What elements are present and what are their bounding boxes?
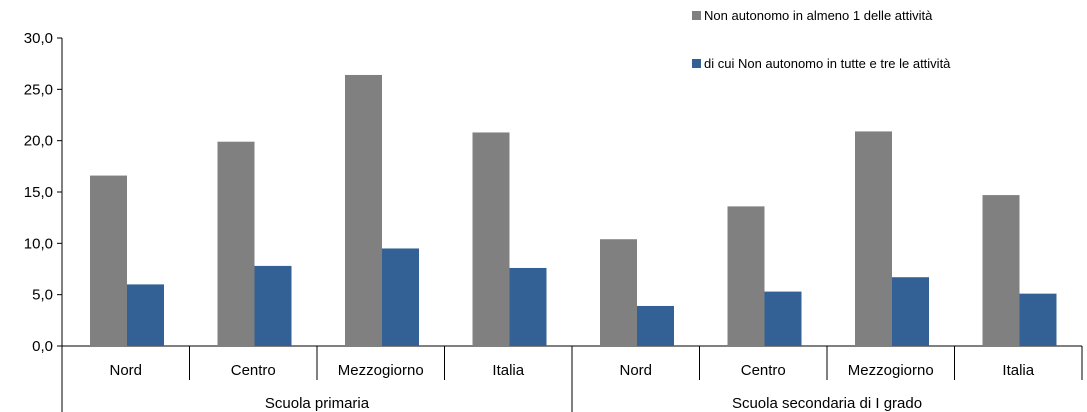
labels-layer: 0,0 5,0 10,0 15,0 20,0 25,0 30,0 Nord Centro Mezz… — [24, 30, 1035, 412]
bar-tutte-tre — [382, 248, 419, 346]
y-tick-label: 10,0 — [24, 235, 53, 252]
category-label: Italia — [492, 362, 524, 379]
bar-almeno-1 — [345, 74, 382, 347]
category-label: Nord — [619, 362, 652, 379]
legend-swatch — [692, 11, 701, 20]
bar-tutte-tre — [764, 291, 802, 346]
bar-almeno-1 — [600, 239, 637, 346]
category-label: Mezzogiorno — [848, 362, 934, 379]
bar-tutte-tre — [1019, 293, 1057, 346]
legend-label: di cui Non autonomo in tutte e tre le at… — [704, 56, 951, 71]
y-tick-label: 25,0 — [24, 81, 53, 98]
legend-swatch — [692, 59, 701, 68]
bar-tutte-tre — [254, 265, 292, 346]
bar-tutte-tre — [637, 305, 674, 346]
legend: Non autonomo in almeno 1 delle attività d… — [692, 8, 951, 71]
bar-almeno-1 — [855, 131, 892, 346]
category-label: Centro — [741, 362, 786, 379]
bar-almeno-1 — [982, 195, 1020, 346]
category-label: Centro — [231, 362, 276, 379]
y-tick-label: 5,0 — [32, 287, 53, 304]
bar-tutte-tre — [892, 277, 929, 346]
axis-layer — [57, 37, 1083, 412]
bar-almeno-1 — [727, 206, 765, 346]
bar-tutte-tre — [509, 267, 547, 346]
group-label: Scuola primaria — [265, 395, 370, 412]
bar-tutte-tre — [127, 284, 164, 346]
y-tick-label: 20,0 — [24, 133, 53, 150]
bar-almeno-1 — [472, 132, 510, 346]
y-tick-label: 15,0 — [24, 184, 53, 201]
group-label: Scuola secondaria di I grado — [732, 395, 922, 412]
category-label: Italia — [1002, 362, 1034, 379]
bars-layer — [90, 74, 1057, 347]
category-label: Mezzogiorno — [338, 362, 424, 379]
legend-label: Non autonomo in almeno 1 delle attività — [704, 8, 933, 23]
bar-almeno-1 — [90, 175, 127, 346]
y-tick-label: 30,0 — [24, 30, 53, 47]
y-tick-label: 0,0 — [32, 338, 53, 355]
bar-almeno-1 — [217, 141, 255, 346]
category-label: Nord — [109, 362, 142, 379]
